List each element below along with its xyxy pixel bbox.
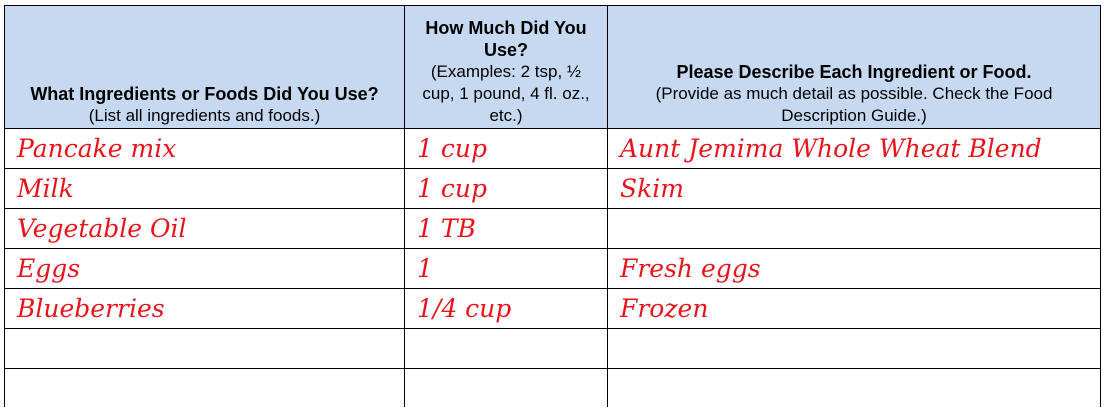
header-row: What Ingredients or Foods Did You Use? (L… (4, 5, 1101, 129)
header-title: What Ingredients or Foods Did You Use? (30, 84, 379, 104)
description-cell[interactable] (607, 368, 1101, 407)
header-description: Please Describe Each Ingredient or Food.… (607, 5, 1101, 129)
amount-cell[interactable]: 1 (404, 248, 608, 289)
table-row: Milk 1 cup Skim (4, 168, 1101, 209)
header-note: (Examples: 2 tsp, ½ cup, 1 pound, 4 fl. … (422, 62, 590, 125)
header-ingredients: What Ingredients or Foods Did You Use? (L… (4, 5, 405, 129)
table-row: Pancake mix 1 cup Aunt Jemima Whole Wheat … (4, 128, 1101, 169)
ingredient-cell[interactable]: Eggs (4, 248, 405, 289)
header-note: (Provide as much detail as possible. Che… (655, 84, 1053, 125)
description-cell[interactable]: Fresh eggs (607, 248, 1101, 289)
amount-cell[interactable] (404, 368, 608, 407)
header-note: (List all ingredients and foods.) (88, 106, 321, 125)
table-row: Eggs 1 Fresh eggs (4, 248, 1101, 289)
amount-cell[interactable]: 1 TB (404, 208, 608, 249)
amount-cell[interactable] (404, 328, 608, 369)
table-row (4, 368, 1101, 407)
ingredient-cell[interactable]: Pancake mix (4, 128, 405, 169)
header-title: Please Describe Each Ingredient or Food. (676, 62, 1032, 82)
table-row: Vegetable Oil 1 TB (4, 208, 1101, 249)
ingredient-cell[interactable]: Vegetable Oil (4, 208, 405, 249)
ingredients-table: What Ingredients or Foods Did You Use? (L… (4, 5, 1101, 407)
description-cell[interactable]: Skim (607, 168, 1101, 209)
amount-cell[interactable]: 1 cup (404, 128, 608, 169)
amount-cell[interactable]: 1 cup (404, 168, 608, 209)
description-cell[interactable]: Aunt Jemima Whole Wheat Blend (607, 128, 1101, 169)
amount-cell[interactable]: 1/4 cup (404, 288, 608, 329)
ingredient-cell[interactable]: Blueberries (4, 288, 405, 329)
ingredient-cell[interactable] (4, 328, 405, 369)
header-amount: How Much Did You Use? (Examples: 2 tsp, ½… (404, 5, 608, 129)
ingredient-cell[interactable] (4, 368, 405, 407)
description-cell[interactable]: Frozen (607, 288, 1101, 329)
ingredient-cell[interactable]: Milk (4, 168, 405, 209)
table-row (4, 328, 1101, 369)
header-title: How Much Did You Use? (425, 18, 587, 60)
table-row: Blueberries 1/4 cup Frozen (4, 288, 1101, 329)
description-cell[interactable] (607, 328, 1101, 369)
description-cell[interactable] (607, 208, 1101, 249)
